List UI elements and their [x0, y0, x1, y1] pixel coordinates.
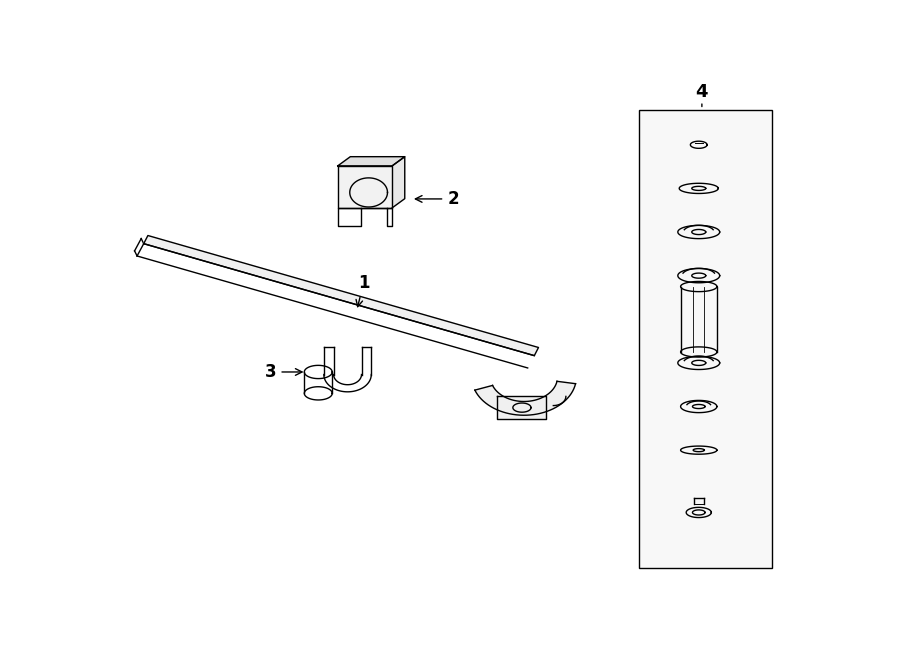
Text: 3: 3 [265, 363, 302, 381]
Polygon shape [475, 381, 575, 415]
Text: 2: 2 [416, 190, 459, 208]
Text: 4: 4 [696, 83, 708, 101]
Polygon shape [144, 235, 538, 356]
Polygon shape [497, 397, 545, 419]
Text: 1: 1 [356, 274, 369, 307]
Polygon shape [392, 157, 405, 208]
Polygon shape [338, 166, 392, 208]
Bar [639, 110, 771, 568]
Polygon shape [338, 157, 405, 166]
